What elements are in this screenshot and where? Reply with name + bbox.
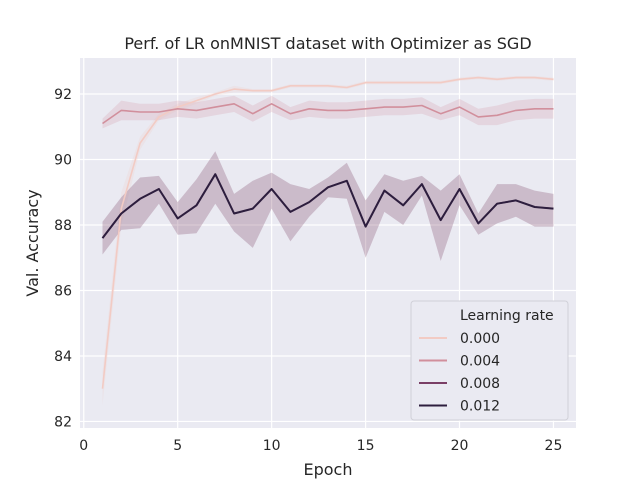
legend-box	[410, 300, 569, 421]
x-tick-label: 25	[545, 438, 563, 454]
legend-label-0.012: 0.012	[460, 399, 500, 415]
y-tick-label: 84	[54, 349, 72, 365]
x-tick-label: 0	[79, 438, 88, 454]
legend-entries: 0.000 0.004 0.008 0.012	[419, 331, 500, 415]
confidence-band-0.004	[102, 95, 554, 129]
legend-title: Learning rate	[460, 308, 554, 324]
series-lines	[101, 76, 554, 389]
y-tick-label: 82	[54, 414, 72, 430]
series-line-0.012	[101, 173, 554, 239]
confidence-bands	[102, 76, 554, 406]
tick-labels: 0 5 10 15 20 25 82 84 86 88 90 92	[54, 87, 562, 454]
y-tick-label: 88	[54, 218, 72, 234]
x-tick-label: 5	[173, 438, 182, 454]
chart-title: Perf. of LR onMNIST dataset with Optimiz…	[124, 34, 531, 53]
legend-label-0.008: 0.008	[460, 376, 500, 392]
y-tick-label: 90	[54, 153, 72, 169]
legend-label-0.000: 0.000	[460, 331, 500, 347]
grid-layer	[80, 58, 576, 428]
x-tick-label: 10	[263, 438, 281, 454]
legend: Learning rate 0.000 0.004 0.008 0.012	[410, 300, 569, 421]
legend-label-0.004: 0.004	[460, 354, 500, 370]
x-axis-label: Epoch	[304, 460, 353, 479]
y-tick-label: 92	[54, 87, 72, 103]
x-tick-label: 20	[451, 438, 469, 454]
series-line-0.004	[102, 103, 554, 125]
y-tick-label: 86	[54, 283, 72, 299]
y-axis-label: Val. Accuracy	[23, 189, 42, 296]
confidence-band-0.008	[102, 151, 554, 261]
series-line-0.000	[101, 76, 554, 389]
x-tick-label: 15	[357, 438, 375, 454]
